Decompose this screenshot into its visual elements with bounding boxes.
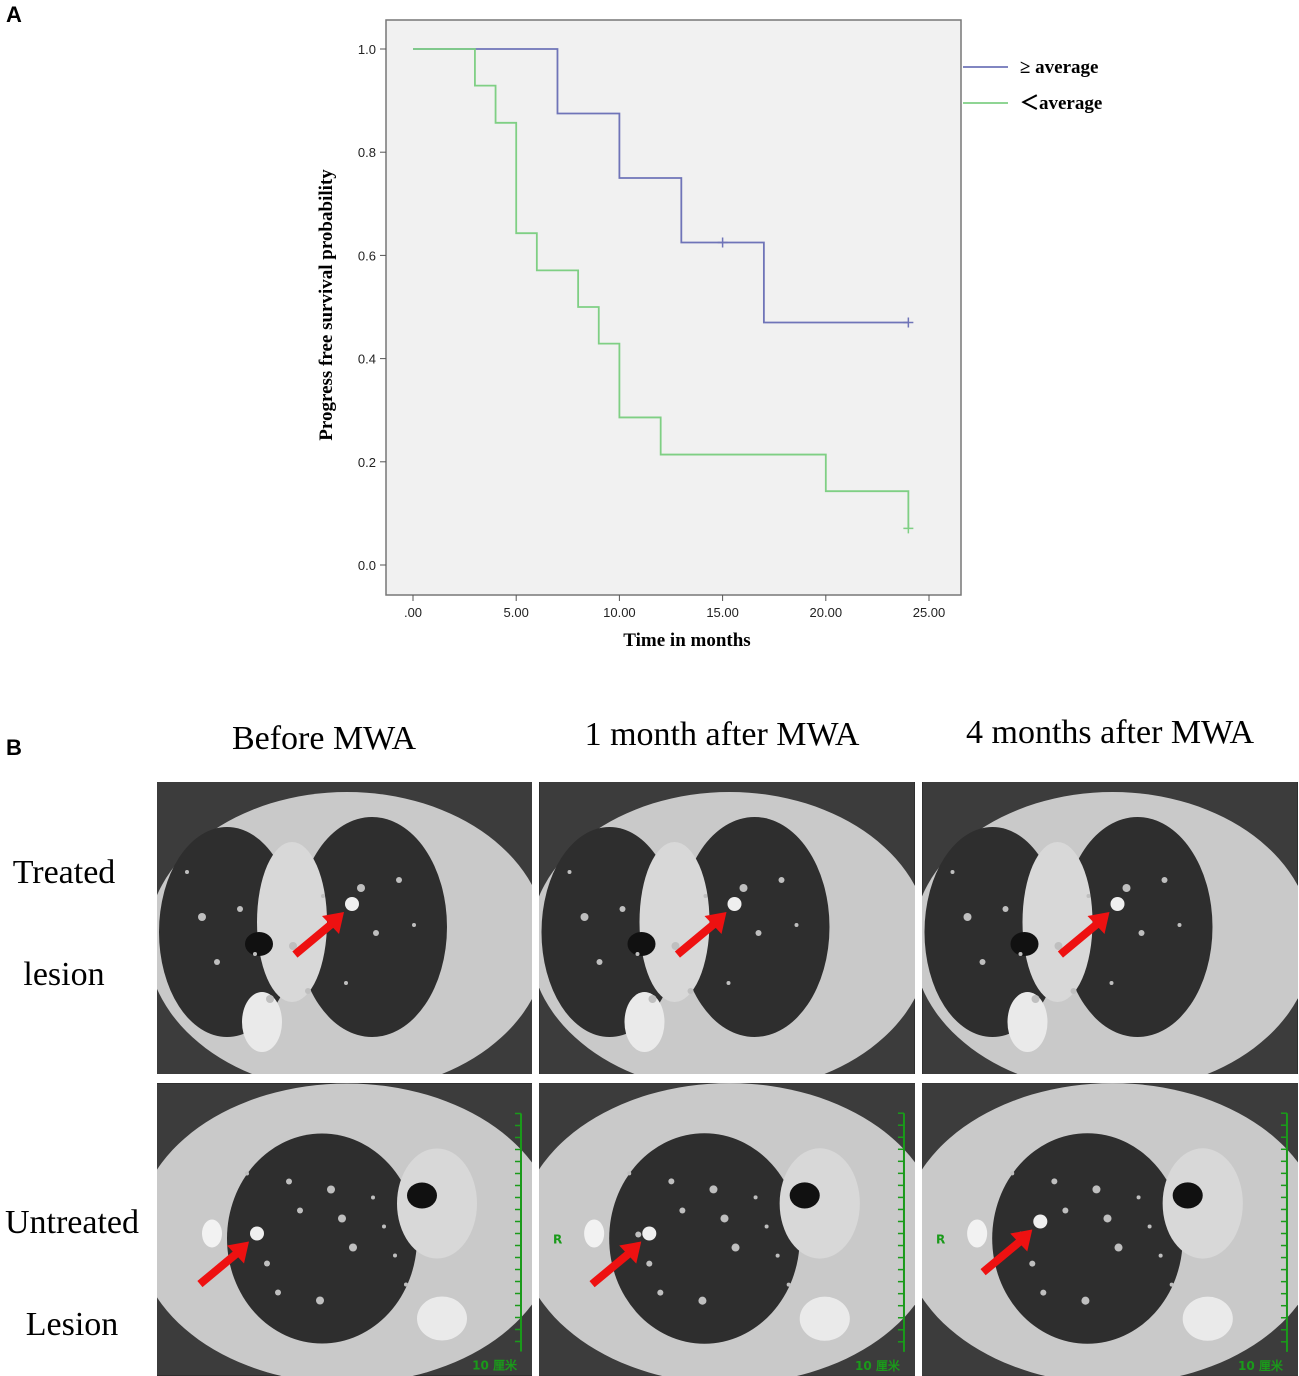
y-tick-label: 1.0 [358,42,376,57]
row-title-treated-2: lesion [23,956,105,993]
censor-mark [717,237,728,248]
x-tick-label: 15.00 [706,605,739,620]
scale-ruler-label: 10 厘米 [855,1358,901,1373]
ct-image-untreated-4-months: 10 厘米 R [922,1083,1298,1376]
y-tick-label: 0.4 [358,352,376,367]
x-tick-label: 10.00 [603,605,636,620]
scale-ruler-label: 10 厘米 [472,1358,518,1373]
series-line-0 [413,48,909,324]
panel-b-label: B [6,735,22,760]
ct-scan-graphic: 10 厘米 [157,1083,532,1376]
ct-scan-graphic [539,782,915,1074]
red-arrow-icon [674,912,727,958]
ct-image-treated-before [157,782,532,1074]
x-tick-label: 20.00 [810,605,843,620]
ct-scan-graphic [157,782,532,1074]
column-title-before: Before MWA [231,720,417,757]
series-layer [413,48,914,534]
ct-image-treated-4-months [922,782,1298,1074]
y-tick-label: 0.8 [358,145,376,160]
x-tick-label: 25.00 [913,605,946,620]
y-tick-label: 0.0 [358,558,376,573]
scale-ruler-label: 10 厘米 [1238,1358,1284,1373]
red-arrow-icon [589,1241,642,1288]
ct-image-untreated-1-month: 10 厘米 R [539,1083,915,1376]
x-tick-label: 5.00 [504,605,529,620]
red-arrow-icon [1057,912,1110,958]
ct-scan-graphic: 10 厘米 R [922,1083,1298,1376]
series-line-1 [413,48,910,529]
censor-mark [903,523,914,534]
y-axis-ticks: 0.0 0.2 0.4 0.6 0.8 1.0 [358,42,386,573]
y-axis-title: Progress free survival probability [316,169,337,441]
censor-mark [903,317,914,328]
red-arrow-icon [292,912,344,958]
x-tick-label: .00 [404,605,422,620]
ct-image-treated-1-month [539,782,915,1074]
kaplan-meier-chart: 0.0 0.2 0.4 0.6 0.8 1.0 .00 5.00 10.00 15.00 20.0… [316,19,1102,651]
row-title-treated-1: Treated [12,854,116,891]
column-title-4-months: 4 months after MWA [965,714,1255,751]
plot-area [385,19,962,596]
row-title-untreated-1: Untreated [4,1204,140,1241]
legend-label-0: ≥ average [1020,57,1098,78]
panel-a-label: A [6,2,22,27]
ct-scan-graphic: 10 厘米 R [539,1083,915,1376]
ct-scan-graphic [922,782,1298,1074]
red-arrow-icon [197,1241,249,1288]
column-title-1-month: 1 month after MWA [584,716,860,753]
y-tick-label: 0.6 [358,248,376,263]
legend: ≥ average ＜average [963,57,1102,114]
legend-label-1: ＜average [1020,93,1102,114]
side-marker-label: R [936,1233,946,1247]
red-arrow-icon [980,1229,1033,1276]
side-marker-label: R [553,1233,563,1247]
x-axis-ticks: .00 5.00 10.00 15.00 20.00 25.00 [404,595,945,620]
ct-image-untreated-before: 10 厘米 [157,1083,532,1376]
x-axis-title: Time in months [623,630,750,651]
row-title-untreated-2: Lesion [25,1306,119,1343]
y-tick-label: 0.2 [358,455,376,470]
